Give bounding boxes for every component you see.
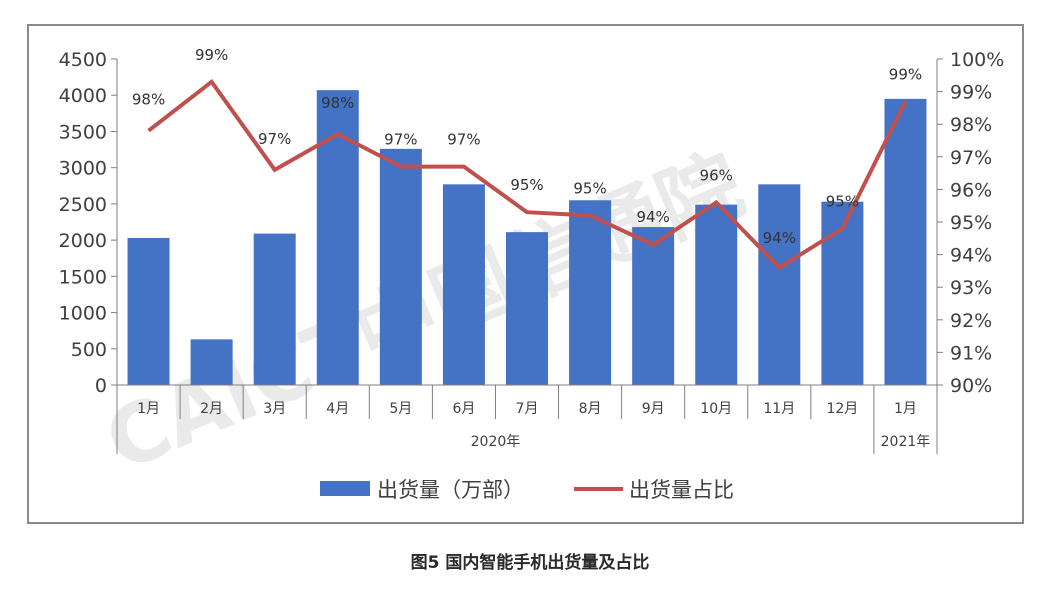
x-tick-label: 6月: [452, 401, 475, 417]
x-tick-label: 3月: [263, 401, 286, 417]
y-left-tick-label: 3000: [59, 158, 107, 180]
legend-line-label: 出货量占比: [629, 478, 734, 502]
x-tick-label: 10月: [700, 401, 732, 417]
y-left-tick-label: 1500: [59, 266, 107, 288]
y-right-tick-label: 94%: [950, 245, 992, 267]
y-right-tick-label: 90%: [950, 375, 992, 397]
bar-1: [127, 237, 170, 385]
bar-8: [569, 200, 612, 385]
bar-3: [253, 233, 296, 385]
data-label-share-5: 97%: [384, 131, 417, 149]
y-left-tick-label: 500: [71, 339, 107, 361]
x-tick-label: 5月: [389, 401, 412, 417]
data-label-share-9: 94%: [636, 208, 669, 226]
bar-9: [632, 227, 675, 385]
bar-6: [442, 184, 485, 385]
y-right-tick-label: 95%: [950, 212, 992, 234]
figure-caption: 图5 国内智能手机出货量及占比: [410, 553, 650, 573]
year-group-label: 2020年: [471, 434, 521, 450]
data-label-share-6: 97%: [447, 131, 480, 149]
data-label-share-7: 95%: [510, 176, 543, 194]
y-left-tick-label: 2000: [59, 230, 107, 252]
x-tick-label: 1月: [894, 401, 917, 417]
share-line: [147, 78, 908, 271]
y-right-tick-label: 93%: [950, 277, 992, 299]
bar-13: [884, 98, 927, 385]
data-label-share-4: 98%: [321, 94, 354, 112]
bar-2: [190, 339, 233, 385]
bar-5: [379, 148, 422, 385]
x-tick-label: 11月: [763, 401, 795, 417]
y-left-tick-label: 2500: [59, 194, 107, 216]
legend-bar-label: 出货量（万部）: [377, 478, 524, 502]
y-right-tick-label: 98%: [950, 114, 992, 136]
x-tick-label: 12月: [826, 401, 858, 417]
combo-chart: CAICT中国信通院050010001500200025003000350040…: [59, 46, 1005, 502]
bar-11: [758, 184, 801, 385]
data-label-share-12: 95%: [826, 193, 859, 211]
x-tick-label: 1月: [137, 401, 160, 417]
y-left-tick-label: 1000: [59, 303, 107, 325]
bar-12: [821, 201, 864, 385]
y-left-tick-label: 4000: [59, 85, 107, 107]
x-tick-label: 7月: [516, 401, 539, 417]
bar-7: [506, 232, 548, 385]
data-label-share-10: 96%: [700, 166, 733, 184]
y-left-tick-label: 0: [95, 375, 107, 397]
x-tick-label: 2月: [200, 401, 223, 417]
data-label-share-13: 99%: [889, 65, 922, 83]
chart-frame: CAICT中国信通院 0 500 1000 1500 2000 2500 3000 3500 40…: [27, 24, 1024, 524]
y-right-tick-label: 92%: [950, 310, 992, 332]
bar-10: [695, 204, 738, 385]
y-right-tick-label: 97%: [950, 147, 992, 169]
y-right-tick-label: 96%: [950, 179, 992, 201]
year-group-label: 2021年: [881, 434, 931, 450]
legend-bar-swatch: [320, 481, 370, 496]
y-right-tick-label: 99%: [950, 82, 992, 104]
y-left-tick-label: 4500: [59, 49, 107, 71]
y-right-tick-label: 91%: [950, 342, 992, 364]
y-left-tick-label: 3500: [59, 121, 107, 143]
data-label-share-8: 95%: [573, 179, 606, 197]
data-label-share-3: 97%: [258, 130, 291, 148]
x-tick-label: 4月: [326, 401, 349, 417]
y-right-tick-label: 100%: [950, 49, 1004, 71]
data-label-share-11: 94%: [763, 229, 796, 247]
data-label-share-2: 99%: [195, 46, 228, 64]
x-tick-label: 9月: [642, 401, 665, 417]
data-label-share-1: 98%: [132, 91, 165, 109]
x-tick-label: 8月: [579, 401, 602, 417]
